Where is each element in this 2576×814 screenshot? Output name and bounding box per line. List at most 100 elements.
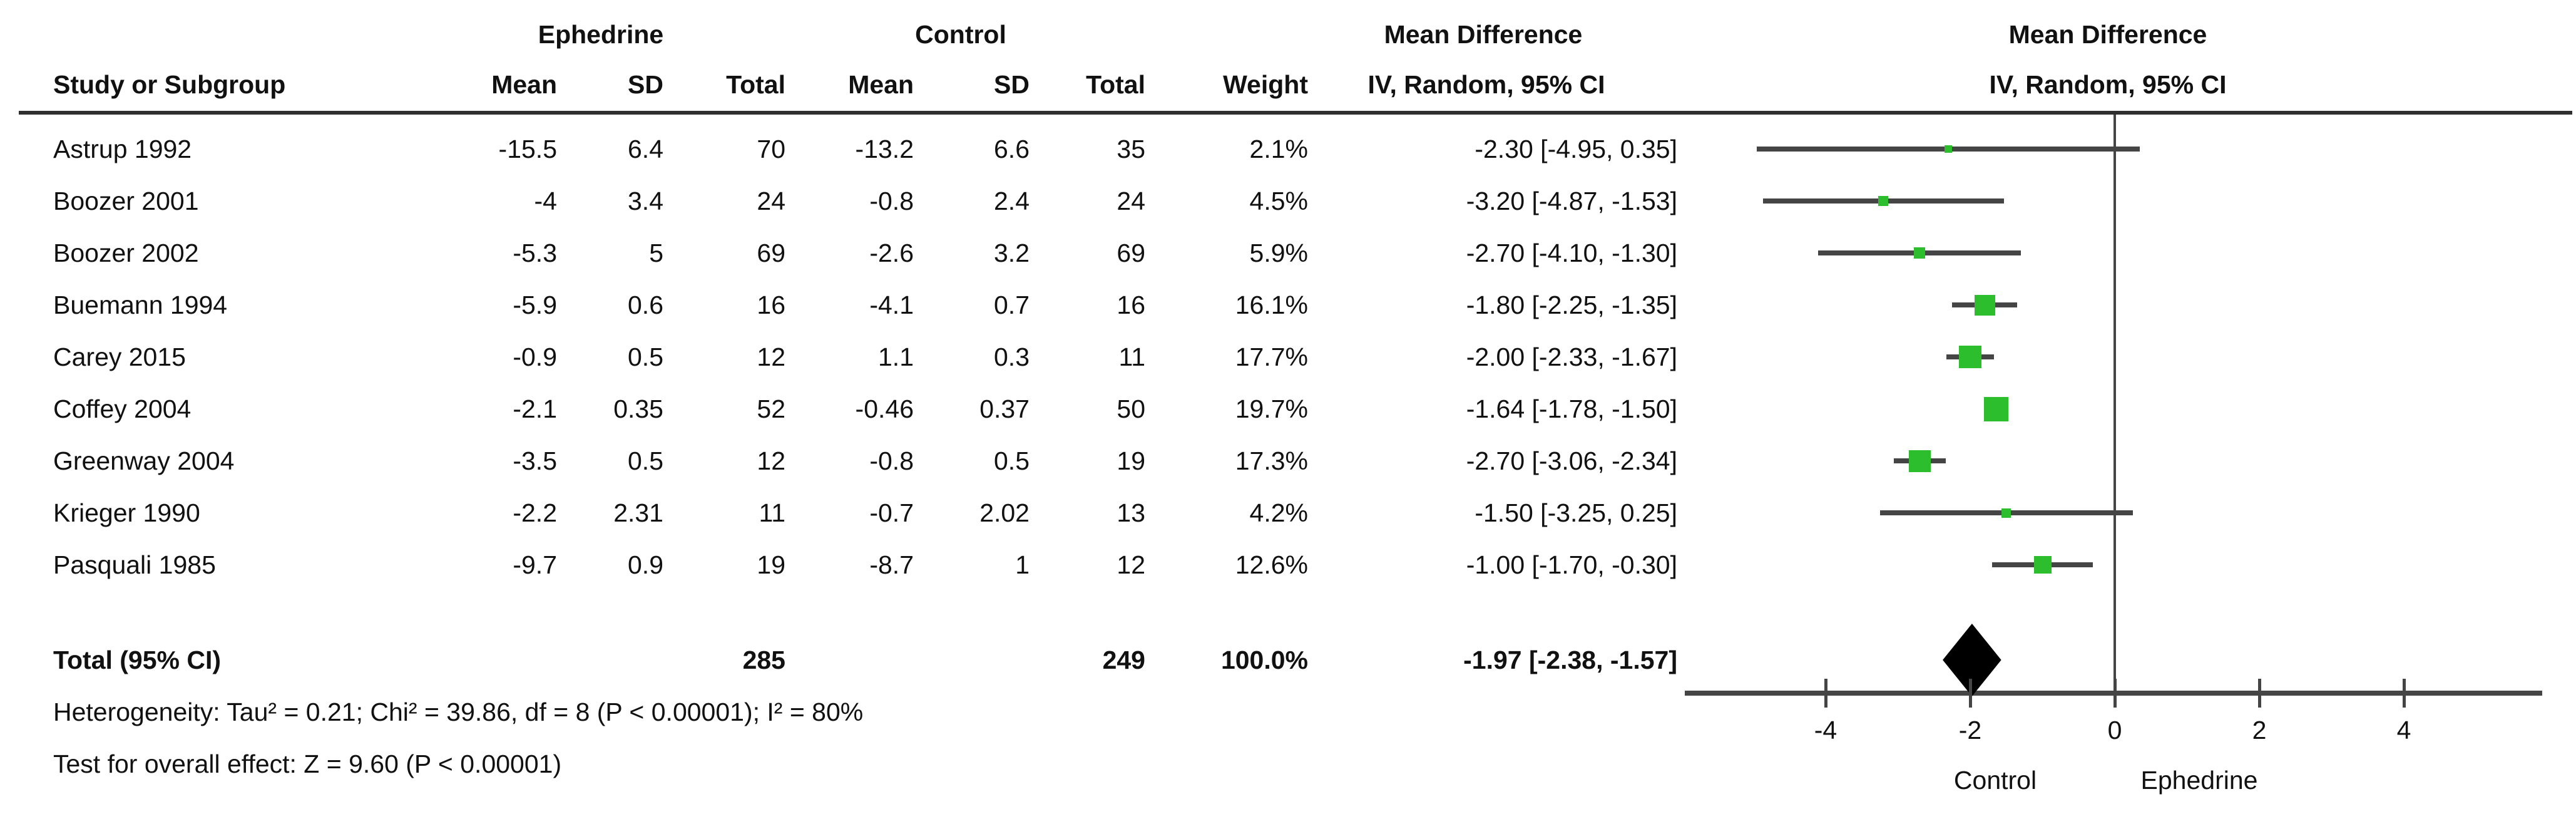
col-sd1-header: SD: [628, 70, 663, 99]
col-mean1-header: Mean: [491, 70, 557, 99]
ephedrine-mean-value: -5.9: [513, 291, 557, 319]
effect-column-header: Mean Difference: [1384, 20, 1583, 49]
effect-marker: [2001, 508, 2011, 518]
control-sd-value: 0.3: [994, 343, 1030, 371]
effect-estimate-text: -2.70 [-4.10, -1.30]: [1466, 239, 1677, 267]
axis-left-label: Control: [1953, 766, 2037, 795]
col-mean2-header: Mean: [848, 70, 914, 99]
control-sd-value: 2.02: [979, 498, 1030, 527]
axis-tick: [2113, 679, 2117, 708]
weight-value: 17.3%: [1235, 446, 1308, 475]
effect-marker: [1878, 196, 1889, 206]
control-mean-value: -4.1: [869, 291, 914, 319]
effect-estimate-text: -1.80 [-2.25, -1.35]: [1466, 291, 1677, 319]
col-method-header: IV, Random, 95% CI: [1367, 70, 1605, 99]
effect-estimate-text: -2.30 [-4.95, 0.35]: [1475, 135, 1677, 163]
effect-marker: [1914, 247, 1926, 259]
ephedrine-mean-value: -5.3: [513, 239, 557, 267]
ephedrine-sd-value: 0.35: [613, 394, 663, 423]
effect-marker: [1959, 346, 1981, 368]
ephedrine-total-value: 12: [757, 446, 785, 475]
ephedrine-total-value: 70: [757, 135, 785, 163]
ephedrine-mean-value: -0.9: [513, 343, 557, 371]
effect-estimate-text: -2.00 [-2.33, -1.67]: [1466, 343, 1677, 371]
control-total-value: 12: [1117, 550, 1145, 579]
ephedrine-mean-value: -9.7: [513, 550, 557, 579]
study-name: Pasquali 1985: [53, 550, 216, 579]
effect-marker: [1908, 450, 1931, 472]
axis-tick: [1969, 679, 1972, 708]
ephedrine-sd-value: 5: [649, 239, 663, 267]
control-mean-value: -8.7: [869, 550, 914, 579]
study-name: Astrup 1992: [53, 135, 192, 163]
effect-marker: [1974, 294, 1995, 316]
effect-marker: [2033, 556, 2052, 574]
weight-value: 4.5%: [1249, 187, 1308, 215]
effect-estimate-text: -3.20 [-4.87, -1.53]: [1466, 187, 1677, 215]
control-sd-value: 0.5: [994, 446, 1030, 475]
col-sd2-header: SD: [994, 70, 1030, 99]
weight-value: 17.7%: [1235, 343, 1308, 371]
control-total-value: 69: [1117, 239, 1145, 267]
study-name: Coffey 2004: [53, 394, 192, 423]
zero-line: [2113, 115, 2116, 693]
study-name: Krieger 1990: [53, 498, 200, 527]
heterogeneity-stats: Heterogeneity: Tau² = 0.21; Chi² = 39.86…: [53, 698, 864, 726]
ephedrine-sd-value: 0.5: [628, 343, 663, 371]
effect-marker: [1984, 396, 2009, 421]
weight-value: 12.6%: [1235, 550, 1308, 579]
weight-value: 2.1%: [1249, 135, 1308, 163]
control-total-value: 50: [1117, 394, 1145, 423]
effect-estimate-text: -1.50 [-3.25, 0.25]: [1475, 498, 1677, 527]
effect-estimate-text: -1.00 [-1.70, -0.30]: [1466, 550, 1677, 579]
weight-value: 16.1%: [1235, 291, 1308, 319]
effect-marker: [1945, 145, 1953, 153]
ephedrine-total-value: 11: [759, 498, 785, 527]
ephedrine-sd-value: 3.4: [628, 187, 663, 215]
control-mean-value: -0.7: [869, 498, 914, 527]
control-mean-value: -0.8: [869, 446, 914, 475]
total-c-total: 249: [1102, 646, 1145, 674]
axis-tick-label: -2: [1958, 716, 1982, 744]
plot-header: Mean Difference: [2008, 20, 2207, 49]
study-name: Buemann 1994: [53, 291, 228, 319]
ephedrine-sd-value: 2.31: [613, 498, 663, 527]
col-total2-header: Total: [1086, 70, 1145, 99]
col-weight-header: Weight: [1223, 70, 1308, 99]
control-sd-value: 3.2: [994, 239, 1030, 267]
ephedrine-total-value: 69: [757, 239, 785, 267]
control-sd-value: 0.7: [994, 291, 1030, 319]
plot-method-header: IV, Random, 95% CI: [1989, 70, 2227, 99]
study-name: Boozer 2001: [53, 187, 199, 215]
ephedrine-total-value: 52: [757, 394, 785, 423]
group1-header: Ephedrine: [538, 20, 664, 49]
total-effect-estimate: -1.97 [-2.38, -1.57]: [1463, 646, 1677, 674]
ephedrine-total-value: 16: [757, 291, 785, 319]
total-e-total: 285: [742, 646, 785, 674]
weight-value: 4.2%: [1249, 498, 1308, 527]
ephedrine-mean-value: -3.5: [513, 446, 557, 475]
effect-estimate-text: -2.70 [-3.06, -2.34]: [1466, 446, 1677, 475]
ephedrine-mean-value: -2.2: [513, 498, 557, 527]
col-total1-header: Total: [726, 70, 785, 99]
study-name: Greenway 2004: [53, 446, 235, 475]
col-study-header: Study or Subgroup: [53, 70, 286, 99]
axis-right-label: Ephedrine: [2140, 766, 2258, 795]
ephedrine-sd-value: 0.6: [628, 291, 663, 319]
control-mean-value: 1.1: [878, 343, 914, 371]
study-name: Boozer 2002: [53, 239, 199, 267]
control-total-value: 19: [1117, 446, 1145, 475]
weight-value: 19.7%: [1235, 394, 1308, 423]
ephedrine-sd-value: 0.9: [628, 550, 663, 579]
overall-effect-test: Test for overall effect: Z = 9.60 (P < 0…: [53, 750, 562, 778]
control-mean-value: -0.8: [869, 187, 914, 215]
axis-tick-label: 0: [2107, 716, 2122, 744]
axis-tick: [1824, 679, 1827, 708]
group2-header: Control: [915, 20, 1006, 49]
control-mean-value: -13.2: [855, 135, 914, 163]
effect-estimate-text: -1.64 [-1.78, -1.50]: [1466, 394, 1677, 423]
weight-value: 5.9%: [1249, 239, 1308, 267]
ephedrine-total-value: 19: [757, 550, 785, 579]
axis-tick-label: 2: [2252, 716, 2267, 744]
